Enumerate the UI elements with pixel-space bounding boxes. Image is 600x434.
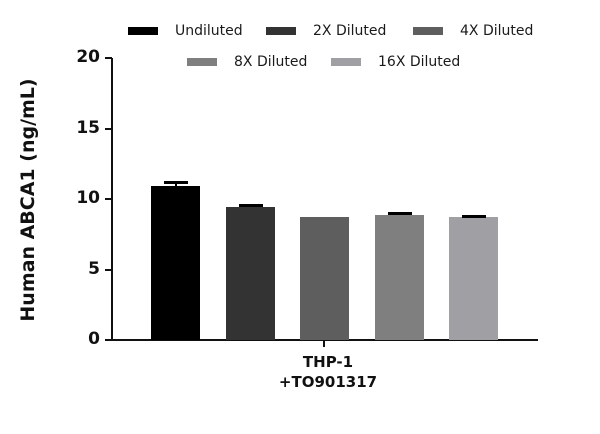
legend-swatch	[331, 58, 361, 66]
y-axis-label: Human ABCA1 (ng/mL)	[17, 78, 39, 322]
y-tick-label: 0	[88, 329, 100, 349]
x-category-line-2: +TO901317	[278, 373, 378, 391]
legend-label: 8X Diluted	[234, 54, 308, 70]
y-tick-label: 5	[88, 258, 100, 279]
legend-swatch	[266, 27, 296, 35]
x-category-label: THP-1 +TO901317	[250, 352, 406, 392]
error-bar-cap	[163, 181, 188, 185]
y-tick-label: 10	[76, 188, 100, 208]
y-tick	[105, 339, 112, 341]
x-tick	[323, 340, 325, 347]
legend-item: Undiluted	[128, 22, 243, 40]
y-tick	[105, 198, 112, 200]
legend-label: Undiluted	[175, 23, 243, 39]
error-bar-cap	[238, 204, 263, 208]
legend-label: 4X Diluted	[460, 23, 534, 39]
legend-swatch	[187, 58, 217, 66]
bar-2x-diluted	[226, 207, 275, 340]
bar-16x-diluted	[449, 217, 498, 340]
error-bar-cap	[461, 214, 486, 218]
bar-undiluted	[151, 186, 200, 340]
x-category-line-1: THP-1	[302, 353, 354, 371]
legend-item: 4X Diluted	[413, 22, 533, 40]
legend-item: 8X Diluted	[187, 53, 307, 71]
y-tick	[105, 57, 112, 59]
y-tick	[105, 268, 112, 271]
legend-label: 16X Diluted	[378, 54, 461, 70]
error-bar-cap	[387, 212, 412, 216]
y-axis-line	[111, 58, 113, 341]
bar-8x-diluted	[375, 214, 424, 340]
legend-item: 16X Diluted	[331, 53, 460, 71]
bar-4x-diluted	[300, 217, 349, 340]
y-tick	[105, 127, 112, 130]
legend-label: 2X Diluted	[313, 23, 387, 39]
legend-item: 2X Diluted	[266, 22, 386, 40]
legend-swatch	[128, 27, 158, 35]
y-tick-label: 15	[76, 117, 100, 138]
error-bar-stem	[174, 182, 177, 187]
y-tick-label: 20	[76, 47, 100, 67]
legend-swatch	[413, 27, 443, 35]
